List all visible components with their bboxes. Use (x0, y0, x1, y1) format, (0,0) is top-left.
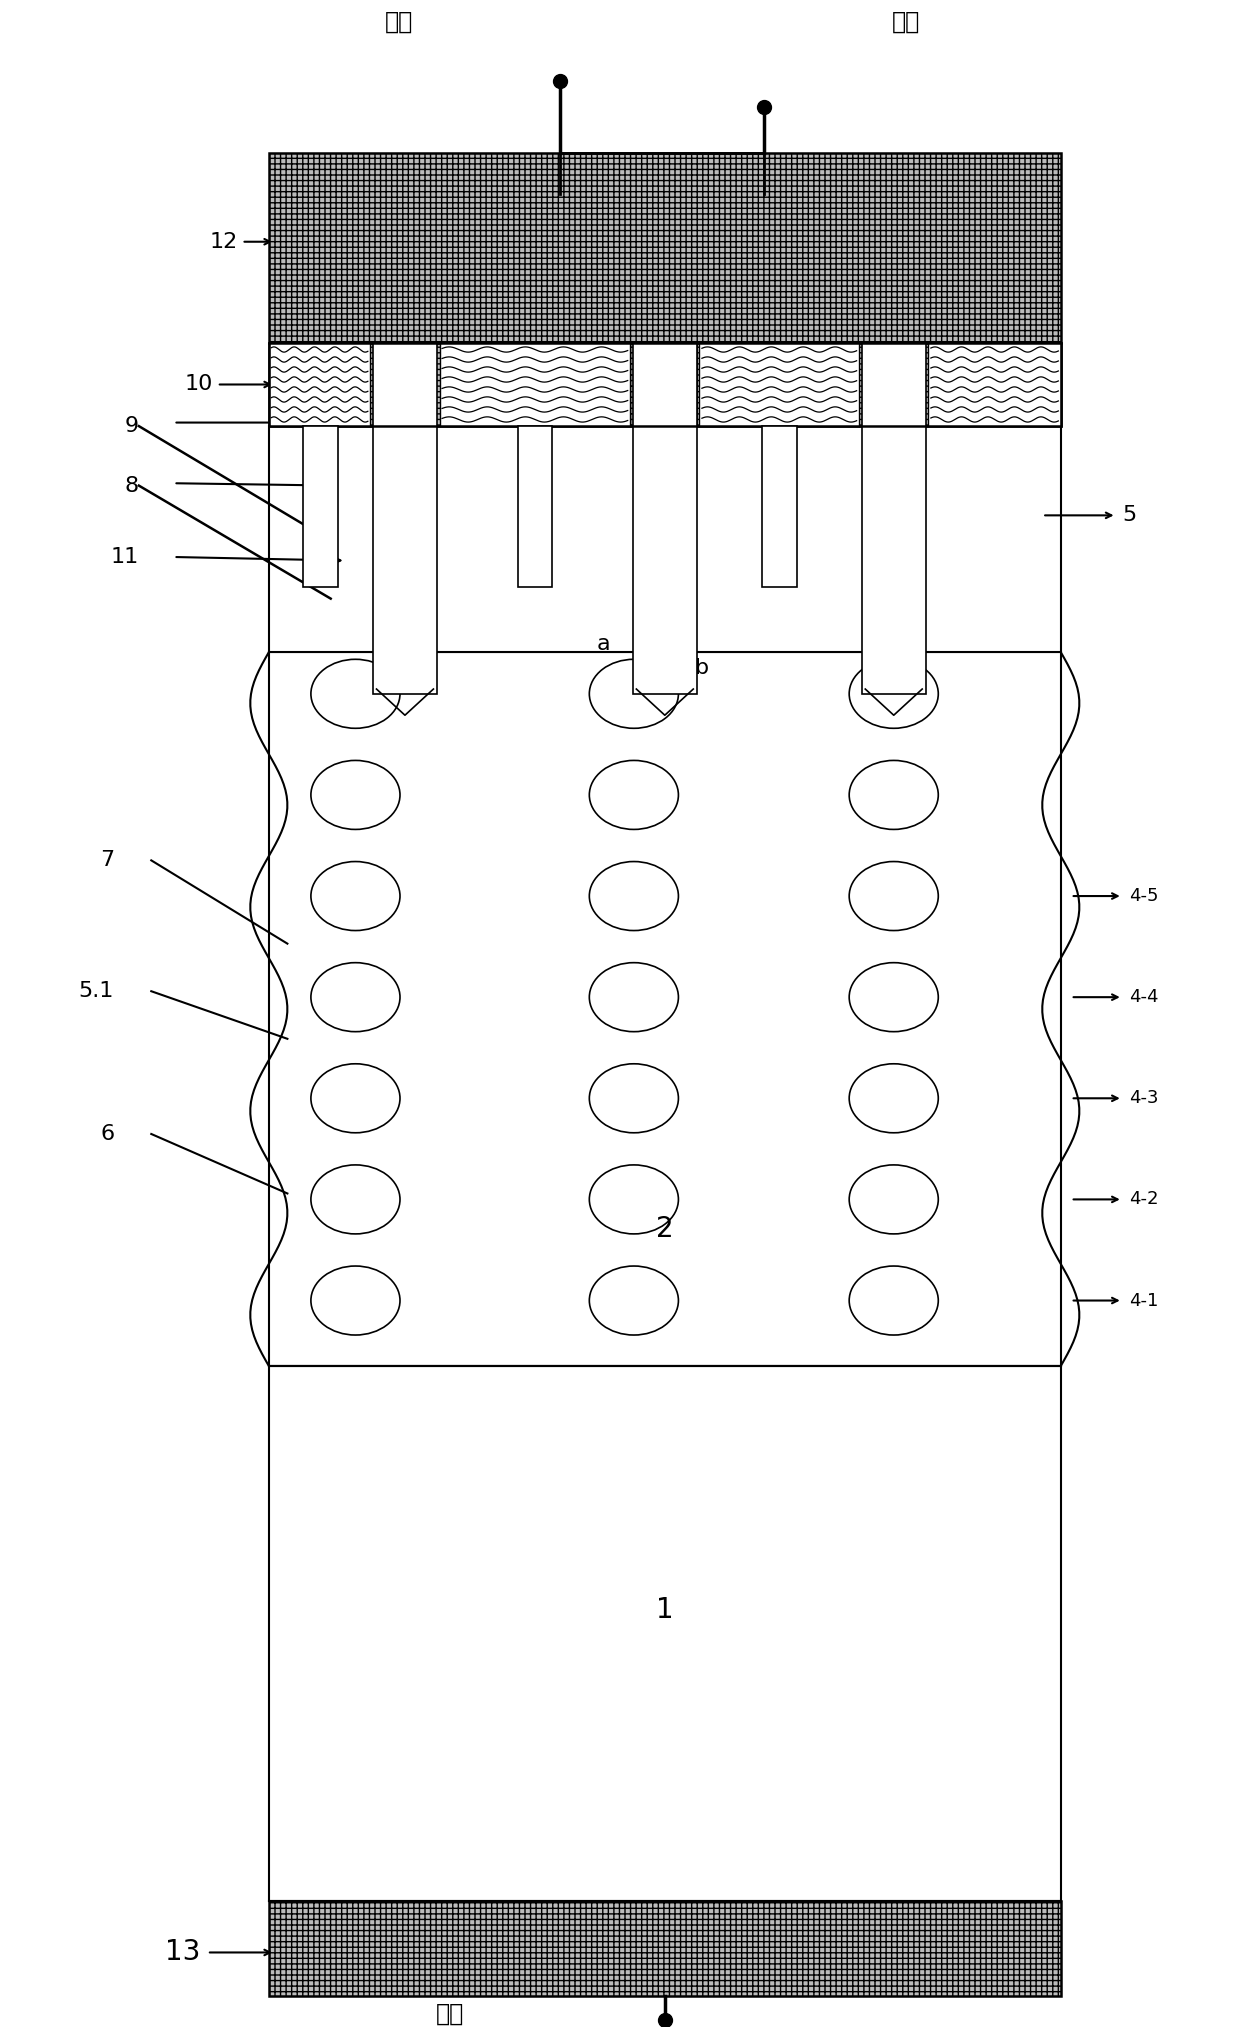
Ellipse shape (849, 962, 938, 1031)
Ellipse shape (849, 659, 938, 728)
Ellipse shape (849, 862, 938, 931)
Ellipse shape (849, 1266, 938, 1335)
Bar (517, 426, 552, 586)
Text: a: a (597, 633, 610, 653)
Text: 9: 9 (124, 416, 139, 436)
Bar (268, 343, 370, 426)
Ellipse shape (589, 962, 679, 1031)
Ellipse shape (849, 761, 938, 830)
Bar (268, 343, 1060, 426)
Text: b: b (695, 657, 709, 678)
Bar (268, 152, 1060, 343)
Text: 4-4: 4-4 (1129, 988, 1158, 1006)
Bar (762, 426, 797, 586)
Bar (268, 426, 1060, 651)
Ellipse shape (849, 1063, 938, 1132)
Bar (268, 1366, 1060, 1901)
Bar (268, 343, 1060, 426)
Ellipse shape (849, 1165, 938, 1234)
Text: 11: 11 (111, 548, 139, 566)
Ellipse shape (589, 1165, 679, 1234)
Bar (700, 343, 859, 426)
Text: 栊极: 栊极 (892, 10, 920, 34)
Text: 2: 2 (656, 1215, 674, 1244)
Text: 4-1: 4-1 (1129, 1292, 1158, 1309)
Bar (373, 343, 438, 694)
Ellipse shape (589, 659, 679, 728)
Ellipse shape (589, 862, 679, 931)
Text: 13: 13 (165, 1938, 201, 1966)
Text: 源极: 源极 (384, 10, 413, 34)
Text: 10: 10 (185, 375, 213, 394)
Ellipse shape (311, 1165, 400, 1234)
Text: 8: 8 (124, 475, 139, 495)
Bar (633, 343, 697, 694)
Ellipse shape (311, 761, 400, 830)
Ellipse shape (589, 1063, 679, 1132)
Text: 5.1: 5.1 (78, 982, 114, 1000)
Ellipse shape (589, 761, 679, 830)
Ellipse shape (311, 962, 400, 1031)
Bar (268, 651, 1060, 1366)
Text: 4-5: 4-5 (1129, 887, 1158, 905)
Ellipse shape (311, 1063, 400, 1132)
Bar (268, 1901, 1060, 1997)
Text: 4-2: 4-2 (1129, 1191, 1158, 1209)
Text: 4-3: 4-3 (1129, 1090, 1158, 1108)
Ellipse shape (311, 1266, 400, 1335)
Text: 7: 7 (99, 850, 114, 870)
Text: 漏极: 漏极 (436, 2003, 464, 2027)
Ellipse shape (311, 862, 400, 931)
Text: 12: 12 (210, 231, 237, 252)
Ellipse shape (589, 1266, 679, 1335)
Bar (929, 343, 1060, 426)
Ellipse shape (311, 659, 400, 728)
Text: 5: 5 (1122, 505, 1137, 526)
Text: 1: 1 (656, 1597, 674, 1623)
Bar (861, 343, 926, 694)
Text: 6: 6 (99, 1124, 114, 1144)
Bar (303, 426, 338, 586)
Bar (440, 343, 630, 426)
